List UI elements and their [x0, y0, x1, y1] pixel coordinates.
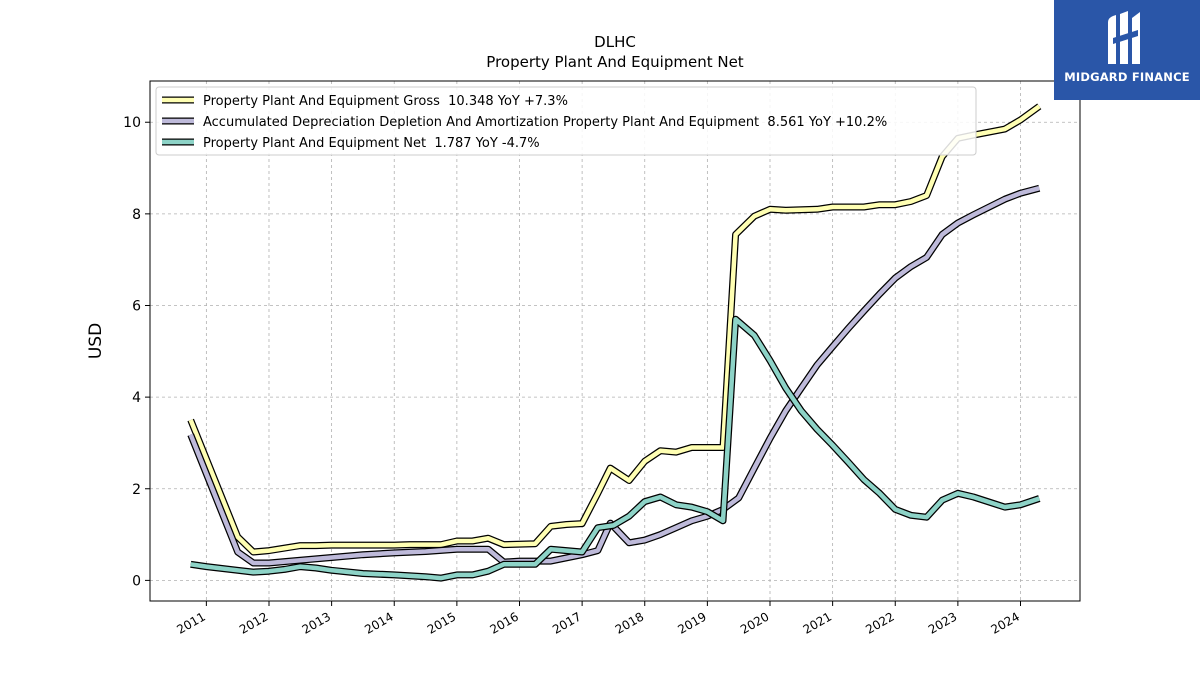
series-line-outline: [187, 103, 1042, 556]
legend-label: Accumulated Depreciation Depletion And A…: [203, 115, 887, 130]
y-tick-label: 10: [123, 115, 141, 131]
series-line: [188, 104, 1041, 555]
x-tick-label: 2015: [425, 609, 458, 636]
legend: Property Plant And Equipment Gross 10.34…: [155, 86, 977, 156]
series-line: [188, 186, 1040, 566]
x-tick-label: 2023: [926, 609, 959, 636]
x-tick-label: 2022: [863, 609, 896, 636]
chart-title: DLHC: [594, 33, 636, 51]
x-tick-label: 2020: [738, 609, 771, 636]
series-line-outline: [187, 184, 1041, 567]
x-tick-label: 2012: [237, 609, 270, 636]
legend-item: Property Plant And Equipment Net 1.787 Y…: [162, 136, 540, 151]
x-tick-label: 2016: [488, 609, 521, 636]
series-lines: [187, 103, 1042, 582]
x-tick-label: 2021: [801, 609, 834, 636]
plot-frame: [149, 80, 1081, 602]
legend-label: Property Plant And Equipment Net 1.787 Y…: [203, 136, 540, 151]
brand-name: MIDGARD FINANCE: [1064, 70, 1190, 84]
y-axis-ticks: 0 2 4 6 8 10: [123, 115, 150, 589]
x-tick-label: 2017: [550, 609, 583, 636]
x-tick-label: 2019: [675, 609, 708, 636]
series-line: [190, 316, 1041, 581]
y-tick-label: 2: [132, 482, 141, 498]
x-tick-label: 2014: [362, 609, 395, 636]
legend-frame: [155, 86, 977, 156]
x-tick-label: 2011: [174, 609, 207, 636]
brand-logo: MIDGARD FINANCE: [1054, 0, 1200, 100]
y-tick-label: 4: [132, 390, 141, 406]
midgard-logo-icon: [1108, 11, 1140, 64]
x-tick-label: 2024: [989, 609, 1022, 636]
y-axis-label: USD: [86, 323, 106, 359]
chart-subtitle: Property Plant And Equipment Net: [486, 53, 743, 71]
x-axis-ticks: 2011 2012 2013 2014 2015 2016 2017 2018 2019 2020…: [174, 601, 1022, 637]
series-line-outline: [190, 315, 1041, 582]
x-tick-label: 2018: [613, 609, 646, 636]
y-tick-label: 8: [132, 207, 141, 223]
legend-item: Property Plant And Equipment Gross 10.34…: [162, 94, 568, 109]
legend-label: Property Plant And Equipment Gross 10.34…: [203, 94, 568, 109]
x-tick-label: 2013: [300, 609, 333, 636]
y-tick-label: 6: [132, 298, 141, 314]
legend-item: Accumulated Depreciation Depletion And A…: [162, 115, 887, 130]
y-tick-label: 0: [132, 573, 141, 589]
